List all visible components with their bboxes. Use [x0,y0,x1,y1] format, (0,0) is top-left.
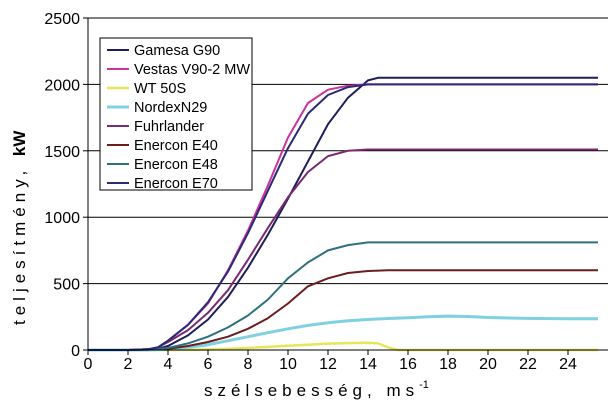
legend-label: Enercon E48 [134,157,218,173]
y-axis-label: teljesítmény, kW [10,130,29,325]
x-axis-label: szélsebesség, ms-1 [204,379,429,400]
x-tick-label: 10 [279,356,297,373]
y-tick-label: 0 [71,343,80,360]
legend-label: Gamesa G90 [134,43,220,59]
series-line-5 [88,269,598,351]
y-tick-label: 1500 [44,144,80,161]
y-tick-label: 2500 [44,11,80,28]
legend-label: Vestas V90-2 MW [134,62,250,78]
x-tick-label: 16 [399,356,417,373]
x-axis-label-superscript: -1 [419,379,429,391]
legend: Gamesa G90 Vestas V90-2 MW WT 50S NordexN29… [99,37,253,192]
x-tick-label: 4 [164,356,173,373]
series-line-7 [88,83,598,351]
series-lines [88,76,598,352]
x-tick-label: 18 [439,356,457,373]
x-tick-label: 0 [84,356,93,373]
legend-label: NordexN29 [134,100,207,116]
series-line-3 [88,314,598,352]
y-tick-label: 2000 [44,77,80,94]
x-tick-label: 6 [204,356,213,373]
y-tick-label: 1000 [44,210,80,227]
legend-label: WT 50S [134,81,186,97]
x-tick-label: 24 [559,356,577,373]
legend-label: Enercon E40 [134,138,218,154]
series-line-6 [88,241,598,351]
x-axis-label-main: szélsebesség, ms [204,381,419,400]
y-axis-label-main: teljesítmény, [10,156,29,325]
x-tick-label: 12 [319,356,337,373]
legend-label: Enercon E70 [134,176,218,192]
x-tick-labels: 0 2 4 6 8 10 12 14 16 18 20 22 24 [84,356,577,373]
y-tick-label: 500 [53,277,80,294]
x-tick-label: 22 [519,356,537,373]
legend-label: Fuhrlander [134,119,204,135]
x-tick-label: 20 [479,356,497,373]
x-tick-label: 14 [359,356,377,373]
x-tick-label: 8 [244,356,253,373]
y-tick-labels: 0 500 1000 1500 2000 2500 [44,11,80,360]
axes [83,17,608,355]
x-tick-label: 2 [124,356,133,373]
y-axis-label-unit: kW [10,130,29,156]
